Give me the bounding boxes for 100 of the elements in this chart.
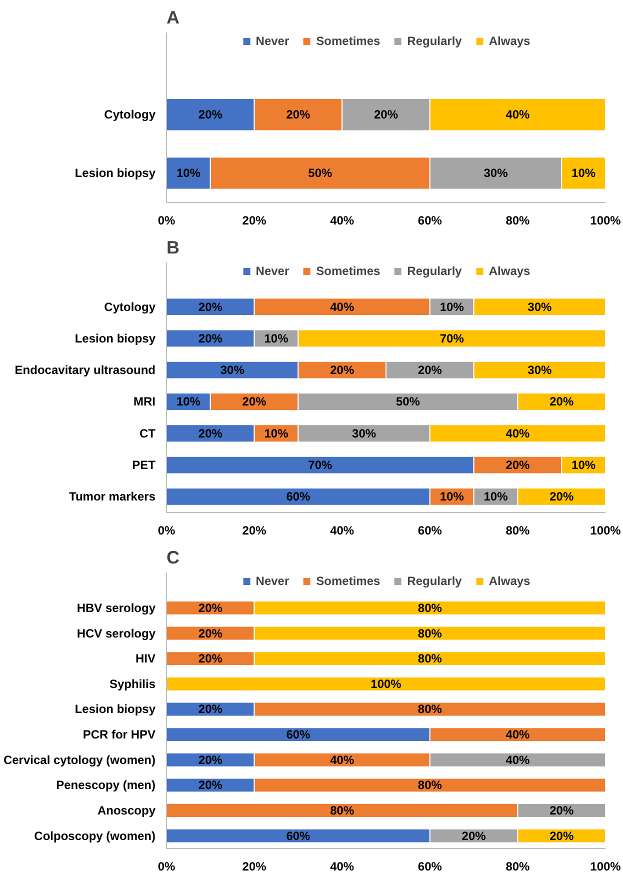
y-tick-label: Lesion biopsy	[74, 331, 156, 346]
x-tick-label: 40%	[330, 860, 354, 874]
data-label: 20%	[550, 490, 574, 504]
data-label: 20%	[286, 108, 311, 122]
data-label: 20%	[242, 394, 267, 409]
y-tick-label: Cervical cytology (women)	[3, 752, 156, 767]
data-label: 20%	[462, 828, 486, 843]
data-label: 10%	[264, 426, 289, 440]
data-label: 30%	[220, 363, 245, 378]
y-tick-label: HCV serology	[76, 626, 156, 640]
data-label: 10%	[572, 166, 596, 180]
legend-label: Regularly	[407, 264, 462, 278]
data-label: 40%	[506, 426, 530, 440]
data-label: 10%	[440, 300, 464, 314]
x-tick-label: 0%	[158, 214, 176, 228]
data-label: 20%	[198, 300, 223, 314]
data-label: 20%	[198, 108, 223, 122]
x-tick-label: 80%	[506, 860, 530, 874]
x-tick-label: 80%	[506, 524, 530, 538]
data-label: 20%	[198, 652, 223, 666]
x-tick-label: 100%	[590, 214, 622, 228]
y-tick-label: Anoscopy	[97, 804, 156, 818]
chart-title: B	[166, 238, 180, 258]
x-tick-label: 0%	[158, 860, 176, 874]
data-label: 10%	[572, 458, 596, 472]
data-label: 40%	[506, 728, 530, 742]
y-tick-label: CT	[140, 426, 156, 440]
legend-label: Regularly	[407, 34, 462, 48]
data-label: 60%	[286, 728, 311, 742]
y-tick-label: Lesion biopsy	[74, 702, 156, 716]
data-label: 20%	[198, 778, 223, 792]
legend-label: Never	[256, 264, 290, 278]
chart-title: C	[166, 548, 180, 568]
data-label: 70%	[308, 458, 332, 472]
data-label: 40%	[330, 752, 354, 767]
data-label: 20%	[330, 363, 354, 378]
x-tick-label: 60%	[418, 860, 442, 874]
x-tick-label: 60%	[418, 524, 442, 538]
data-label: 80%	[418, 778, 442, 792]
data-label: 20%	[198, 331, 223, 346]
data-label: 10%	[484, 490, 508, 504]
data-label: 60%	[286, 828, 311, 843]
legend-label: Never	[256, 574, 290, 588]
y-tick-label: HBV serology	[76, 600, 156, 615]
data-label: 20%	[550, 804, 574, 818]
y-tick-label: Cytology	[104, 300, 156, 314]
x-tick-label: 80%	[506, 214, 530, 228]
data-label: 100%	[370, 676, 402, 691]
x-tick-label: 20%	[242, 860, 267, 874]
data-label: 50%	[308, 166, 332, 180]
y-tick-label: Syphilis	[109, 676, 156, 691]
data-label: 30%	[528, 300, 552, 314]
data-label: 20%	[198, 702, 223, 716]
data-label: 20%	[418, 363, 442, 378]
y-tick-label: HIV	[135, 652, 156, 666]
data-label: 20%	[198, 600, 223, 615]
data-label: 10%	[176, 394, 201, 409]
y-tick-label: Colposcopy (women)	[34, 828, 156, 843]
x-tick-label: 100%	[590, 860, 622, 874]
data-label: 10%	[176, 166, 201, 180]
data-label: 40%	[330, 300, 354, 314]
data-label: 80%	[418, 626, 442, 640]
data-label: 80%	[418, 702, 442, 716]
data-label: 80%	[418, 652, 442, 666]
bar	[166, 676, 606, 692]
x-tick-label: 20%	[242, 214, 267, 228]
x-tick-label: 40%	[330, 214, 354, 228]
data-label: 20%	[550, 394, 574, 409]
data-label: 10%	[264, 331, 289, 346]
y-tick-label: Lesion biopsy	[74, 166, 156, 180]
data-label: 20%	[374, 108, 398, 122]
y-tick-label: PCR for HPV	[82, 728, 156, 742]
y-tick-label: Endocavitary ultrasound	[14, 363, 156, 378]
x-tick-label: 100%	[590, 524, 622, 538]
legend-label: Sometimes	[316, 574, 380, 588]
x-tick-label: 20%	[242, 524, 267, 538]
y-tick-label: PET	[132, 458, 156, 472]
legend-label: Always	[488, 574, 530, 588]
data-label: 30%	[352, 426, 376, 440]
data-label: 20%	[198, 626, 223, 640]
data-label: 30%	[528, 363, 552, 378]
data-label: 40%	[506, 108, 530, 122]
data-label: 60%	[286, 490, 311, 504]
chart-title: A	[166, 8, 180, 28]
data-label: 10%	[440, 490, 464, 504]
legend-label: Always	[488, 34, 530, 48]
data-label: 20%	[198, 426, 223, 440]
x-tick-label: 60%	[418, 214, 442, 228]
data-label: 20%	[506, 458, 530, 472]
legend-label: Regularly	[407, 574, 462, 588]
y-tick-label: Penescopy (men)	[56, 778, 156, 792]
legend-label: Sometimes	[316, 264, 380, 278]
y-tick-label: Tumor markers	[69, 490, 156, 504]
x-tick-label: 40%	[330, 524, 354, 538]
data-label: 50%	[396, 394, 420, 409]
legend-label: Sometimes	[316, 34, 380, 48]
data-label: 70%	[440, 331, 464, 346]
data-label: 80%	[418, 600, 442, 615]
y-tick-label: Cytology	[104, 108, 156, 122]
legend-label: Never	[256, 34, 290, 48]
